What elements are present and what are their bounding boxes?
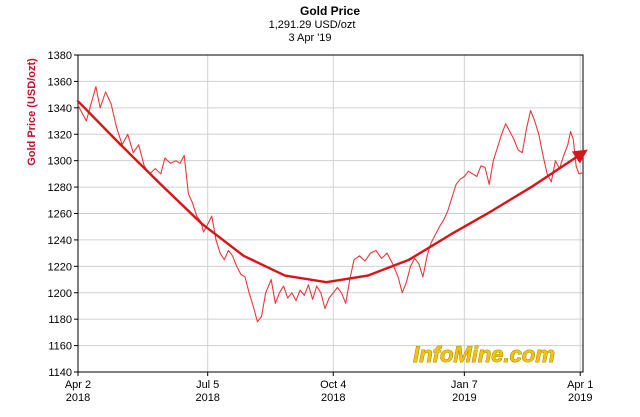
- x-tick-label: Apr 1: [567, 379, 593, 391]
- infomine-watermark: InfoMine.com: [413, 342, 555, 367]
- x-tick-label: Oct 4: [320, 379, 346, 391]
- x-tick-label: Jan 7: [451, 379, 478, 391]
- x-tick-year: 2019: [568, 392, 592, 404]
- y-tick-label: 1340: [48, 103, 72, 115]
- x-tick-year: 2019: [452, 392, 476, 404]
- y-axis: 1140 1160 1180 1200 1220 1240 1260 1280 1300 1320…: [48, 50, 78, 379]
- y-tick-label: 1260: [48, 209, 72, 221]
- x-tick-year: 2018: [66, 392, 90, 404]
- y-tick-label: 1300: [48, 156, 72, 168]
- y-tick-label: 1360: [48, 76, 72, 88]
- chart-title: Gold Price: [300, 4, 360, 18]
- y-tick-label: 1180: [48, 314, 72, 326]
- y-tick-label: 1280: [48, 182, 72, 194]
- series-layer: [76, 86, 588, 323]
- trend-arrow-line: [76, 100, 588, 284]
- x-tick-label: Jul 5: [196, 379, 219, 391]
- x-tick-year: 2018: [195, 392, 219, 404]
- x-tick-year: 2018: [321, 392, 345, 404]
- y-tick-label: 1240: [48, 235, 72, 247]
- y-tick-label: 1220: [48, 261, 72, 273]
- y-axis-label: Gold Price (USD/ozt): [26, 58, 38, 166]
- y-tick-label: 1140: [48, 367, 72, 379]
- current-price-subtitle: 1,291.29 USD/ozt: [269, 19, 356, 31]
- x-tick-label: Apr 2: [65, 379, 91, 391]
- y-tick-label: 1200: [48, 288, 72, 300]
- y-tick-label: 1160: [48, 341, 72, 353]
- price-series-line: [77, 86, 584, 323]
- y-tick-label: 1380: [48, 50, 72, 62]
- date-subtitle: 3 Apr '19: [288, 32, 331, 44]
- y-tick-label: 1320: [48, 129, 72, 141]
